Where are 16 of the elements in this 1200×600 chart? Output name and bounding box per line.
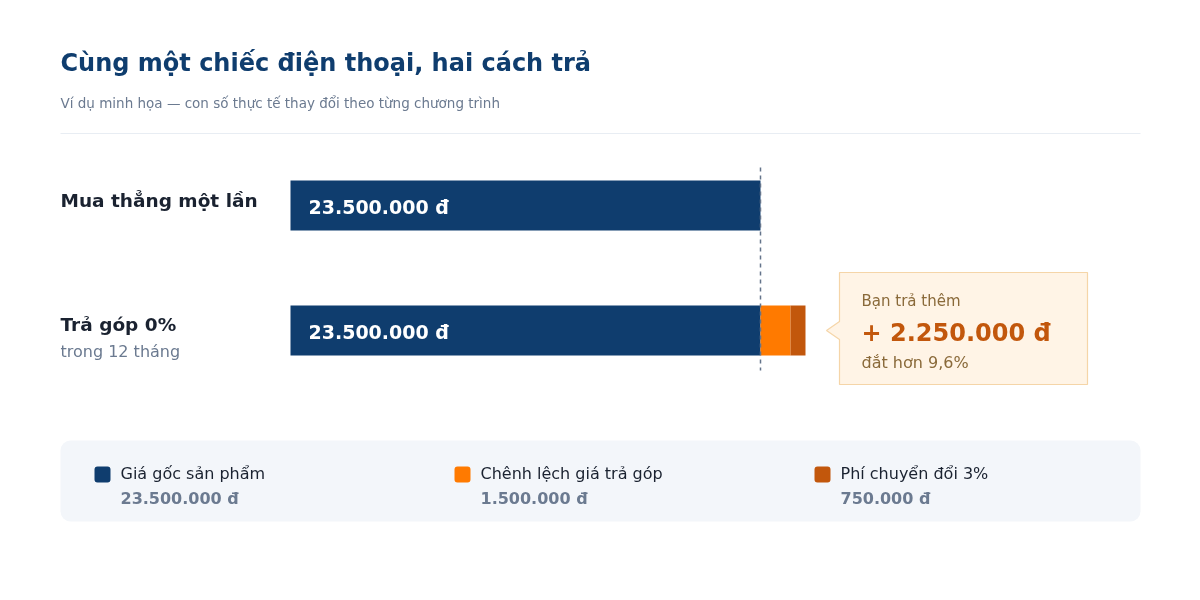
legend-label: Chênh lệch giá trả góp — [480, 464, 663, 483]
data-label: 23.500.000 đ — [308, 320, 450, 343]
text: + 2.250.000 đ — [861, 318, 1051, 347]
text: 1.500.000 đ — [480, 489, 589, 508]
text: đắt hơn 9,6% — [861, 353, 969, 372]
text: Bạn trả thêm — [861, 291, 961, 310]
y-tick-label: Mua thẳng một lần — [60, 190, 258, 211]
legend-label: Giá gốc sản phẩm — [120, 464, 266, 483]
chart-subtitle: Ví dụ minh họa — con số thực tế thay đổi theo từng chương trình — [60, 94, 500, 111]
text: 23.500.000 đ — [120, 489, 240, 508]
legend-label: Phí chuyển đổi 3% — [840, 464, 989, 483]
data-label: 23.500.000 đ — [308, 195, 450, 218]
text: 750.000 đ — [840, 489, 931, 508]
chart-title: Cùng một chiếc điện thoại, hai cách trả — [60, 48, 592, 77]
y-tick-label: Trả góp 0% — [60, 314, 177, 335]
text: trong 12 tháng — [60, 342, 181, 361]
